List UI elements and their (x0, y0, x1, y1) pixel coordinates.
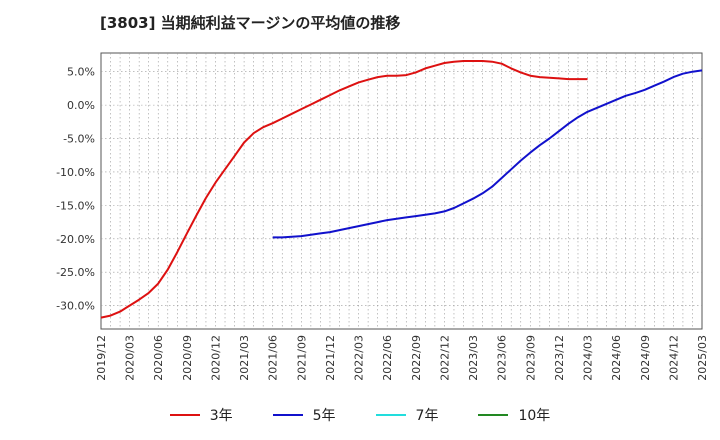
legend-label-7yr: 7年 (415, 408, 439, 424)
x-tick-label: 2024/06 (610, 335, 623, 381)
x-tick-label: 2023/09 (524, 335, 537, 381)
x-tick-label: 2020/12 (209, 335, 222, 381)
legend-item-10yr: 10年 (478, 405, 550, 425)
series-lines (100, 60, 703, 319)
grid-lines (101, 53, 702, 329)
y-tick-label: -5.0% (63, 133, 95, 146)
x-tick-label: 2023/06 (496, 335, 509, 381)
y-tick-label: -10.0% (56, 166, 95, 179)
x-tick-label: 2021/12 (324, 335, 337, 381)
legend-swatch-10yr (478, 414, 509, 416)
y-tick-label: -20.0% (56, 233, 95, 246)
x-tick-label: 2019/12 (95, 335, 108, 381)
x-tick-label: 2023/12 (553, 335, 566, 381)
x-tick-label: 2022/06 (381, 335, 394, 381)
series-line-0 (100, 60, 588, 319)
x-tick-label: 2020/06 (152, 335, 165, 381)
chart-title: [3803] 当期純利益マージンの平均値の推移 (100, 14, 401, 32)
y-axis-tick-labels: 5.0% 0.0% -5.0% -10.0% -15.0% -20.0% -25.0% -30… (56, 66, 95, 313)
legend-swatch-7yr (375, 414, 406, 416)
legend: 3年 5年 7年 10年 (0, 405, 720, 425)
x-tick-label: 2025/03 (696, 335, 709, 381)
plot-background (100, 52, 703, 330)
legend-item-7yr: 7年 (375, 405, 439, 425)
x-tick-label: 2024/09 (639, 335, 652, 381)
series-line-1 (272, 69, 703, 239)
x-tick-label: 2020/03 (124, 335, 137, 381)
x-tick-label: 2021/09 (295, 335, 308, 381)
legend-item-3yr: 3年 (169, 405, 233, 425)
legend-swatch-5yr (272, 414, 303, 416)
x-tick-label: 2021/03 (238, 335, 251, 381)
x-tick-label: 2024/12 (667, 335, 680, 381)
legend-item-5yr: 5年 (272, 405, 336, 425)
x-axis-tick-labels: 2019/12 2020/03 2020/06 2020/09 2020/12 2021/… (95, 335, 709, 381)
legend-swatch-3yr (169, 414, 200, 416)
x-tick-label: 2023/03 (467, 335, 480, 381)
y-tick-label: -25.0% (56, 266, 95, 279)
x-tick-label: 2021/06 (267, 335, 280, 381)
legend-label-3yr: 3年 (209, 408, 233, 424)
y-tick-label: 5.0% (67, 66, 95, 79)
x-tick-label: 2022/03 (353, 335, 366, 381)
x-tick-label: 2022/09 (410, 335, 423, 381)
y-tick-label: -30.0% (56, 300, 95, 313)
legend-label-5yr: 5年 (312, 408, 336, 424)
x-tick-label: 2020/09 (181, 335, 194, 381)
x-tick-label: 2024/03 (582, 335, 595, 381)
legend-label-10yr: 10年 (518, 408, 551, 424)
y-tick-label: -15.0% (56, 199, 95, 212)
y-tick-label: 0.0% (67, 99, 95, 112)
x-tick-label: 2022/12 (438, 335, 451, 381)
